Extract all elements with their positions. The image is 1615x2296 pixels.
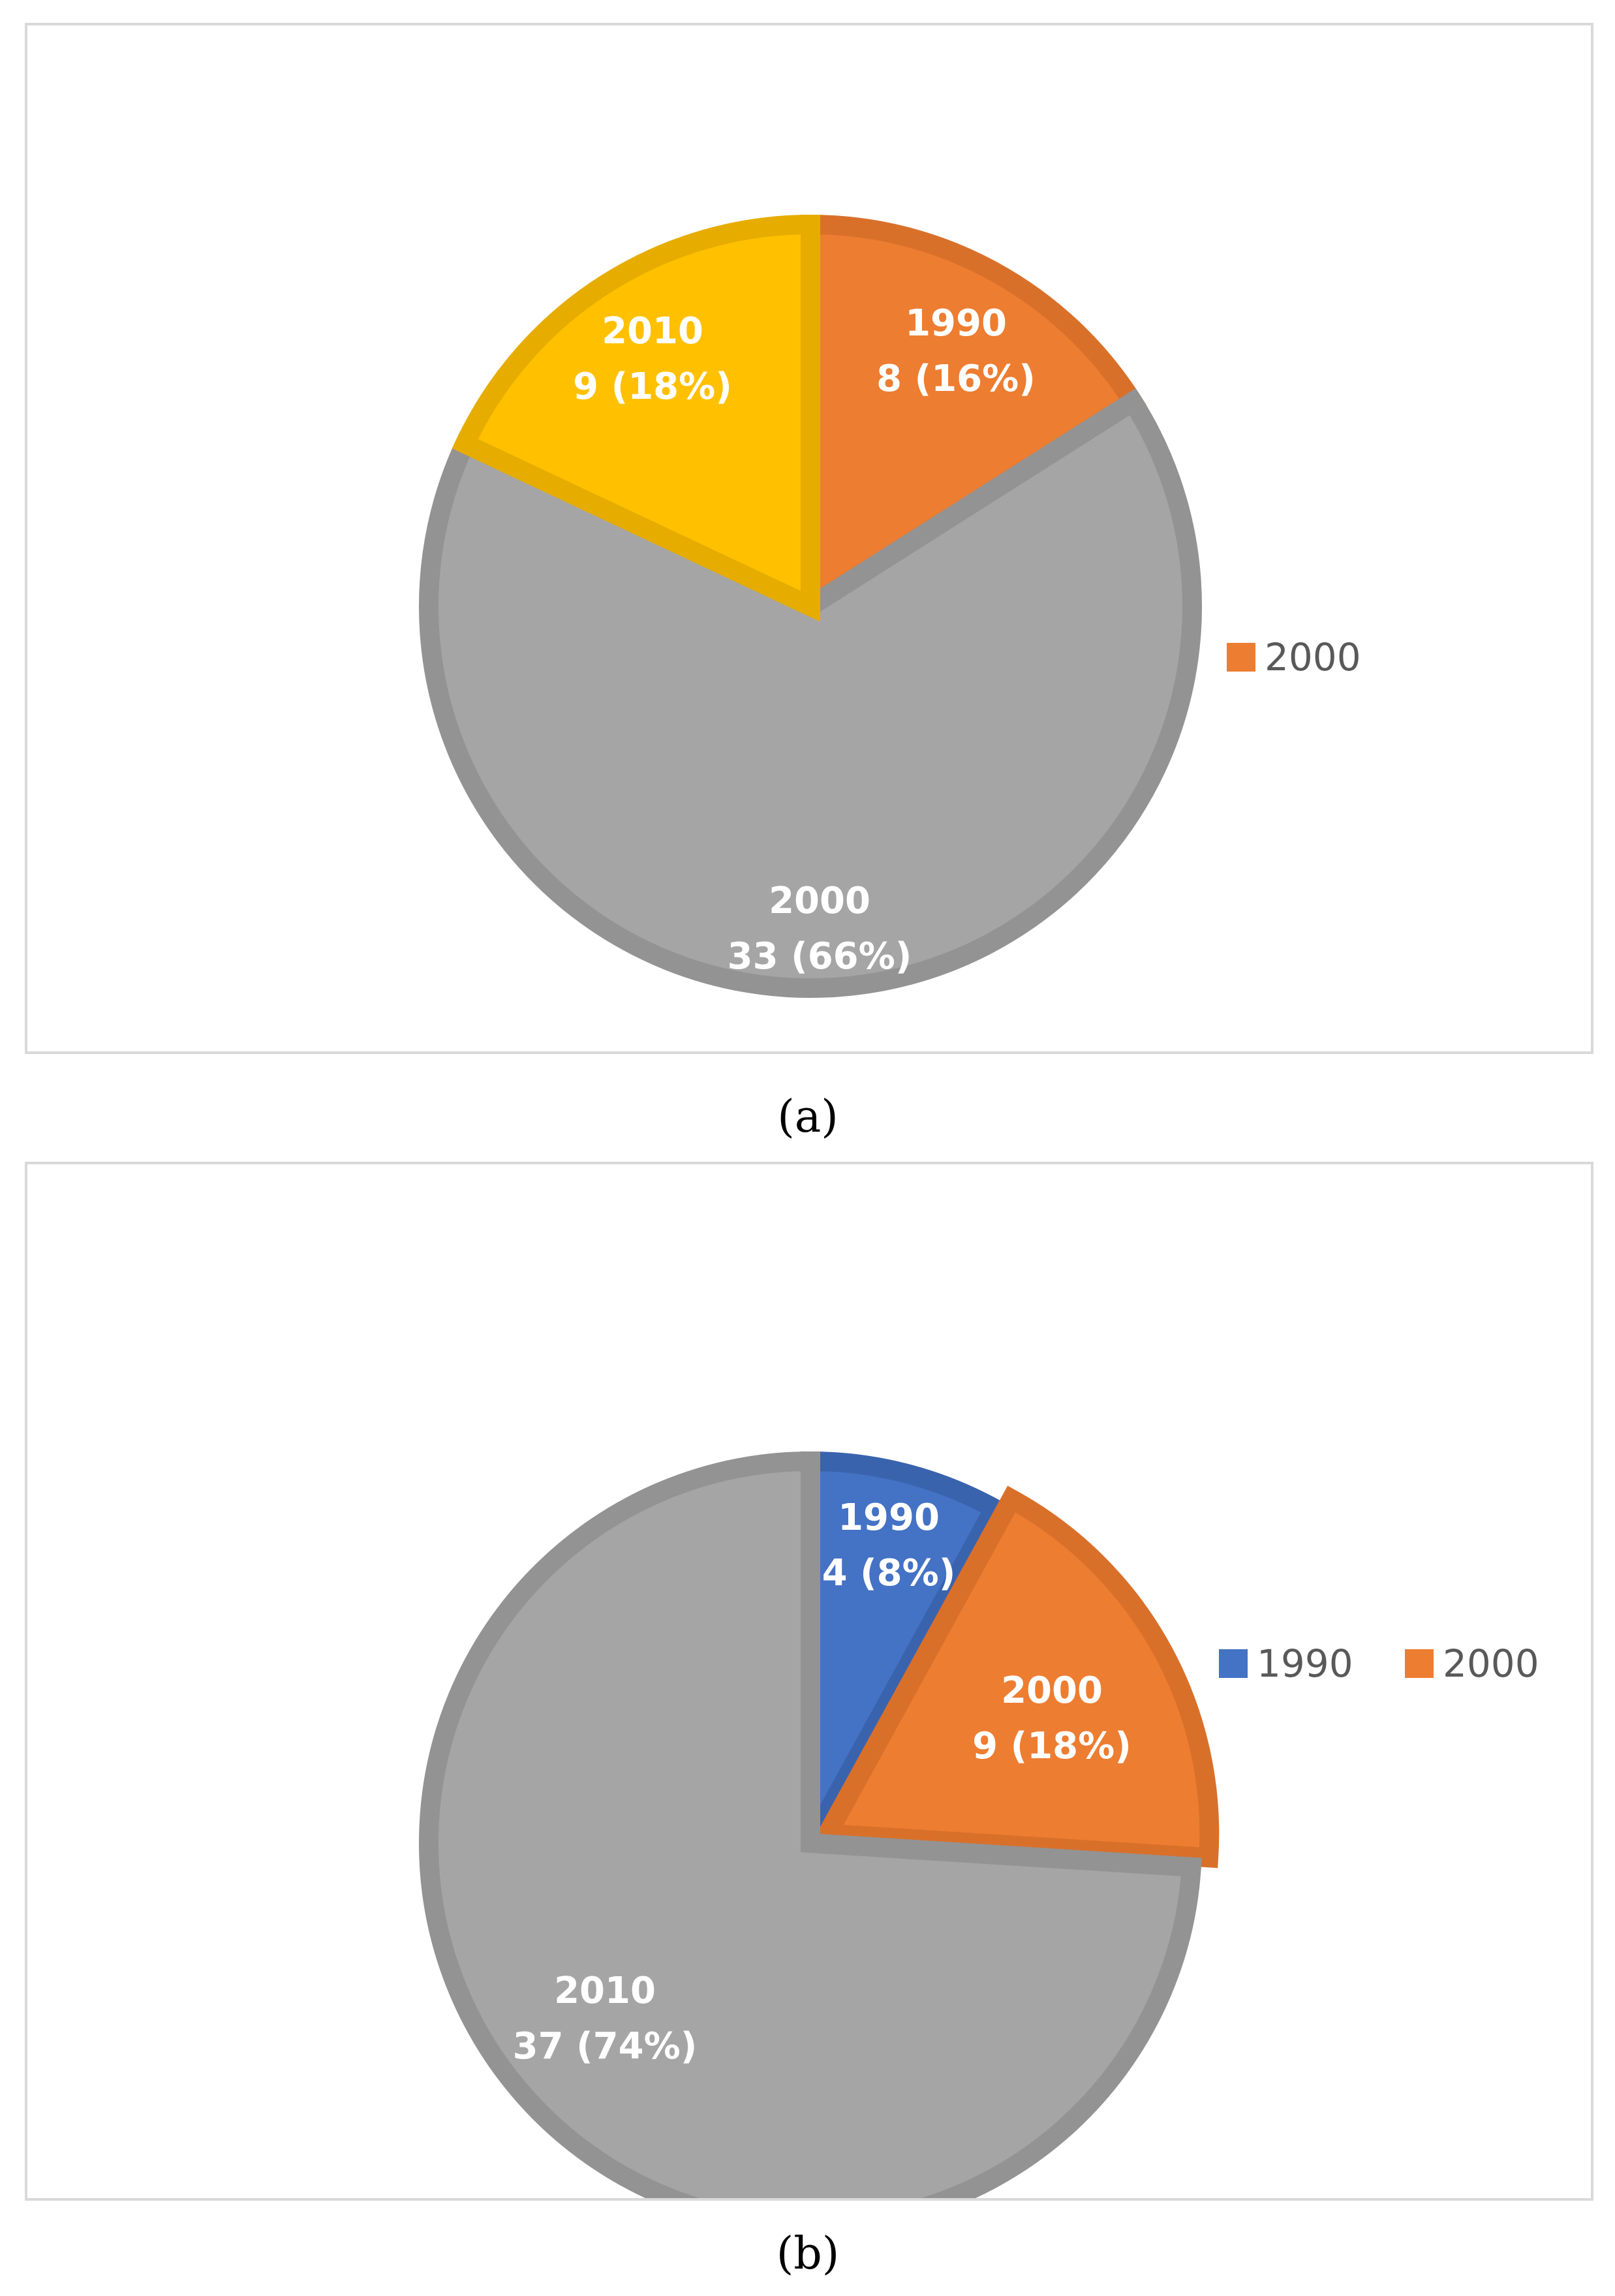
slice-label-category: 2000 — [1001, 1669, 1103, 1712]
chart-panel-a: 1990 8 (16%) 2000 33 (66%) 2010 9 (18%) 2000 — [25, 23, 1593, 1054]
slice-label-category: 2010 — [602, 310, 703, 352]
slice-label-value: 8 (16%) — [876, 358, 1036, 400]
slice-label-category: 1990 — [905, 302, 1007, 345]
pie-slice-2010 — [452, 214, 820, 622]
slice-label-category: 1990 — [838, 1497, 940, 1539]
chart-panel-b: 1990 4 (8%) 2000 9 (18%) 2010 37 (74%) 1990 200… — [25, 1162, 1593, 2201]
legend-swatch — [1405, 1649, 1434, 1678]
slice-label-value: 4 (8%) — [822, 1552, 956, 1594]
pie-chart-a: 1990 8 (16%) 2000 33 (66%) 2010 9 (18%) 2000 — [419, 214, 1361, 998]
legend-swatch — [1227, 643, 1255, 672]
slice-label-category: 2010 — [554, 1970, 656, 2012]
slice-label-value: 37 (74%) — [513, 2025, 698, 2068]
legend-swatch — [1219, 1649, 1248, 1678]
slice-label-value: 9 (18%) — [573, 365, 732, 408]
legend-label: 1990 — [1257, 1641, 1353, 1686]
legend-label: 2000 — [1265, 635, 1361, 679]
pie-chart-b: 1990 4 (8%) 2000 9 (18%) 2010 37 (74%) 1990 200… — [419, 1451, 1539, 2198]
slice-label-value: 33 (66%) — [728, 935, 912, 978]
slice-label-category: 2000 — [769, 880, 870, 922]
caption-b: (b) — [776, 2228, 840, 2280]
pie-slice-2000 — [811, 1485, 1220, 1869]
slice-label-value: 9 (18%) — [972, 1725, 1131, 1767]
pie-slice-2010 — [419, 1451, 1202, 2198]
pie-slice-1990 — [801, 1451, 1008, 1848]
pie-slice-1990 — [801, 214, 1146, 625]
caption-a: (a) — [777, 1091, 838, 1143]
pie-slice-2000 — [419, 388, 1202, 998]
legend-label: 2000 — [1443, 1641, 1539, 1686]
